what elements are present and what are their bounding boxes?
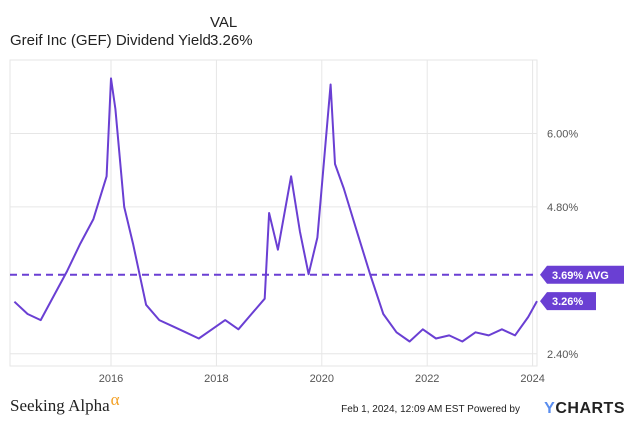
x-tick-label: 2022 — [415, 373, 439, 385]
ycharts-text: CHARTS — [555, 400, 625, 417]
x-tick-label: 2016 — [99, 373, 123, 385]
y-tick-label: 6.00% — [547, 128, 578, 140]
y-tick-label: 2.40% — [547, 349, 578, 361]
x-tick-label: 2024 — [520, 373, 544, 385]
series-line — [13, 77, 538, 343]
timestamp: Feb 1, 2024, 12:09 AM EST Powered by — [341, 404, 520, 415]
x-tick-label: 2018 — [204, 373, 228, 385]
last-value-badge-bg — [540, 292, 596, 311]
x-tick-label: 2020 — [310, 373, 334, 385]
legend: VAL Greif Inc (GEF) Dividend Yield 3.26% — [10, 14, 253, 50]
seeking-alpha-logo: Seeking Alphaα — [10, 390, 120, 416]
ycharts-logo: YCHARTS — [544, 400, 625, 418]
average-badge-label: 3.69% AVG — [552, 270, 609, 282]
legend-series-value: 3.26% — [210, 32, 253, 49]
average-badge-bg — [540, 265, 624, 284]
ycharts-y-icon: Y — [544, 400, 556, 417]
y-tick-label: 4.80% — [547, 202, 578, 214]
brand-text: Seeking Alpha — [10, 396, 110, 415]
legend-column-header: VAL — [210, 14, 238, 31]
legend-series-name: Greif Inc (GEF) Dividend Yield — [10, 32, 211, 49]
alpha-icon: α — [110, 390, 120, 409]
plot-frame — [9, 59, 538, 367]
last-value-badge-label: 3.26% — [552, 296, 583, 308]
